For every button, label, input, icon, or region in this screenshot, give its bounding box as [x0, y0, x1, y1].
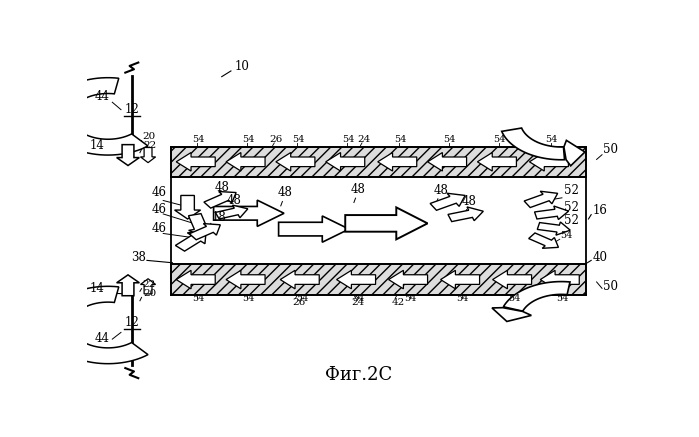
Polygon shape — [215, 205, 248, 219]
Text: 48: 48 — [351, 183, 366, 196]
Polygon shape — [428, 153, 467, 171]
Polygon shape — [535, 206, 568, 219]
Polygon shape — [276, 153, 315, 171]
Text: 44: 44 — [95, 332, 110, 345]
Polygon shape — [538, 222, 570, 235]
Polygon shape — [502, 128, 565, 160]
Polygon shape — [430, 193, 466, 210]
Text: 24: 24 — [357, 135, 370, 144]
Bar — [171, 147, 586, 177]
Text: 48: 48 — [215, 181, 229, 194]
Polygon shape — [524, 191, 558, 208]
Text: 26: 26 — [292, 298, 305, 307]
Text: 54: 54 — [296, 295, 309, 303]
Polygon shape — [477, 153, 517, 171]
Text: 54: 54 — [242, 295, 254, 303]
Polygon shape — [564, 140, 585, 166]
Polygon shape — [377, 153, 417, 171]
Text: 46: 46 — [151, 222, 166, 236]
Polygon shape — [189, 214, 212, 237]
Text: 48: 48 — [433, 184, 448, 197]
Polygon shape — [280, 271, 319, 289]
Polygon shape — [345, 208, 428, 239]
Text: 22: 22 — [143, 141, 157, 150]
Polygon shape — [140, 148, 156, 163]
Text: 48: 48 — [226, 194, 241, 207]
Polygon shape — [493, 271, 532, 289]
Text: 54: 54 — [561, 231, 572, 240]
Text: 54: 54 — [192, 295, 205, 303]
Text: 50: 50 — [603, 143, 618, 156]
Bar — [171, 177, 586, 264]
Polygon shape — [117, 145, 139, 166]
Polygon shape — [503, 281, 570, 311]
Text: 54: 54 — [405, 295, 417, 303]
Text: 26: 26 — [269, 135, 282, 144]
Polygon shape — [326, 153, 365, 171]
Polygon shape — [189, 224, 220, 240]
Text: 54: 54 — [509, 295, 521, 303]
Polygon shape — [337, 271, 375, 289]
Text: 54: 54 — [394, 135, 406, 144]
Polygon shape — [492, 308, 531, 322]
Text: 54: 54 — [493, 135, 506, 144]
Text: 48: 48 — [278, 187, 293, 199]
Text: 52: 52 — [564, 214, 579, 227]
Text: 54: 54 — [456, 295, 469, 303]
Polygon shape — [45, 286, 148, 364]
Text: 22: 22 — [143, 280, 156, 289]
Text: Фиг.2C: Фиг.2C — [324, 366, 392, 384]
Polygon shape — [176, 271, 215, 289]
Text: 38: 38 — [131, 251, 146, 264]
Polygon shape — [140, 279, 156, 294]
Text: 54: 54 — [352, 295, 365, 303]
Text: 54: 54 — [444, 135, 456, 144]
Text: 54: 54 — [242, 135, 254, 144]
Polygon shape — [175, 232, 206, 251]
Polygon shape — [540, 271, 579, 289]
Polygon shape — [279, 216, 349, 242]
Text: 46: 46 — [151, 187, 166, 199]
Polygon shape — [389, 271, 428, 289]
Polygon shape — [528, 233, 559, 248]
Text: 44: 44 — [95, 90, 110, 103]
Polygon shape — [226, 271, 265, 289]
Text: 54: 54 — [342, 135, 354, 144]
Polygon shape — [440, 271, 480, 289]
Polygon shape — [214, 200, 284, 226]
Text: 52: 52 — [564, 201, 579, 214]
Text: 42: 42 — [391, 298, 405, 307]
Polygon shape — [176, 153, 215, 171]
Text: 16: 16 — [592, 204, 607, 217]
Text: 54: 54 — [545, 135, 558, 144]
Polygon shape — [45, 78, 148, 155]
Text: 18: 18 — [212, 212, 226, 224]
Text: 14: 14 — [89, 139, 105, 153]
Polygon shape — [117, 275, 139, 296]
Text: 10: 10 — [235, 60, 250, 73]
Text: 20: 20 — [143, 132, 156, 141]
Polygon shape — [175, 195, 201, 219]
Text: 52: 52 — [564, 184, 579, 198]
Text: 12: 12 — [124, 103, 139, 116]
Polygon shape — [529, 153, 568, 171]
Text: 54: 54 — [292, 135, 304, 144]
Text: 48: 48 — [462, 194, 477, 208]
Bar — [171, 264, 586, 295]
Polygon shape — [448, 207, 483, 222]
Text: 46: 46 — [151, 203, 166, 216]
Polygon shape — [204, 191, 236, 208]
Text: 50: 50 — [603, 280, 618, 293]
Polygon shape — [226, 153, 265, 171]
Text: 40: 40 — [592, 251, 607, 264]
Text: 12: 12 — [124, 316, 139, 329]
Text: 54: 54 — [556, 295, 569, 303]
Text: 24: 24 — [352, 298, 365, 307]
Text: 20: 20 — [143, 289, 157, 298]
Text: 54: 54 — [192, 135, 205, 144]
Text: 14: 14 — [89, 282, 105, 295]
